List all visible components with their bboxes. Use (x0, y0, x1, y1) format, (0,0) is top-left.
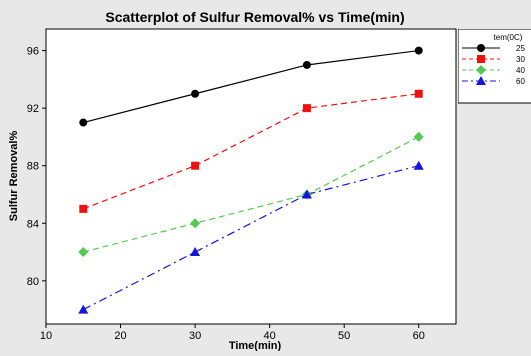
data-point-60 (190, 247, 201, 257)
series-line-25 (83, 49, 419, 124)
legend-items: 25 30 40 60 (462, 44, 525, 86)
x-tick-label: 20 (114, 330, 126, 342)
legend-label-30: 30 (516, 55, 525, 64)
data-point-40 (78, 247, 89, 258)
data-point-25 (302, 60, 311, 69)
legend-marker-30 (477, 55, 485, 63)
series-line-60 (82, 165, 419, 311)
y-tick-label: 88 (27, 161, 39, 173)
series-line-40 (83, 136, 420, 253)
legend-label-40: 40 (516, 66, 525, 75)
chart-title: Scatterplot of Sulfur Removal% vs Time(m… (105, 9, 404, 25)
y-tick-label: 80 (27, 276, 39, 288)
x-tick-label: 30 (189, 330, 201, 342)
y-tick-label: 92 (27, 103, 39, 115)
data-point-30 (414, 89, 423, 98)
y-tick-label: 84 (27, 218, 39, 230)
data-point-25 (79, 118, 88, 127)
legend-marker-60 (476, 76, 486, 85)
x-tick-label: 60 (413, 330, 425, 342)
legend-title: tem(0C) (494, 33, 523, 42)
data-point-25 (414, 46, 423, 55)
y-tick-label: 96 (27, 46, 39, 58)
y-axis-ticks: 80 84 88 92 96 (27, 46, 46, 288)
data-point-30 (79, 204, 88, 213)
data-point-30 (302, 104, 311, 113)
legend-label-25: 25 (516, 44, 525, 53)
data-point-60 (413, 160, 424, 170)
x-axis-label: Time(min) (229, 340, 282, 351)
x-tick-label: 50 (338, 330, 350, 342)
data-point-60 (78, 304, 89, 314)
plot-area (45, 28, 457, 325)
x-tick-label: 10 (40, 330, 52, 342)
legend-marker-40 (476, 65, 486, 75)
y-axis-label: Sulfur Removal% (8, 131, 20, 222)
series-markers (78, 46, 424, 314)
legend-viewport: tem(0C) 25 30 40 60 (458, 29, 531, 104)
series-line-30 (83, 93, 419, 210)
legend-marker-25 (477, 44, 485, 52)
legend-label-60: 60 (516, 77, 525, 86)
series-lines (82, 49, 420, 311)
data-point-25 (191, 89, 200, 98)
data-point-40 (190, 218, 201, 229)
x-axis-ticks: 10 20 30 40 50 60 (40, 324, 425, 342)
data-point-30 (191, 161, 200, 170)
legend-box (458, 29, 531, 104)
x-tick-label: 40 (264, 330, 276, 342)
data-point-60 (301, 189, 312, 199)
data-point-40 (413, 131, 424, 142)
